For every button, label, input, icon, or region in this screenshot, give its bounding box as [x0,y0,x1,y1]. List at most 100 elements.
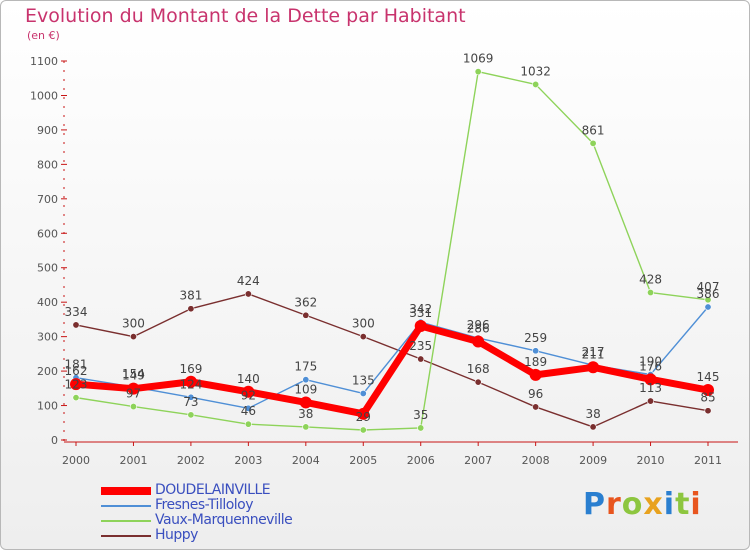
data-label: 296 [467,318,490,332]
x-tick-label: 2009 [579,454,607,467]
data-label: 861 [582,123,605,137]
x-tick-label: 2006 [407,454,435,467]
data-point [704,296,712,304]
data-point [417,355,425,363]
data-point [244,420,252,428]
data-label: 334 [65,305,88,319]
brand-letter: t [675,487,691,522]
data-label: 176 [639,359,662,373]
data-point [244,290,252,298]
chart-subtitle: (en €) [27,29,60,42]
series-line-vaux-marquenneville [75,70,709,431]
data-point [359,389,367,397]
data-label: 300 [352,317,375,331]
data-point [127,382,140,395]
legend-label: Huppy [155,527,198,543]
data-label: 96 [528,387,543,401]
data-point [302,423,310,431]
y-tick-label: 500 [37,262,58,275]
data-label: 149 [122,369,145,383]
data-label: 113 [639,381,662,395]
data-label: 190 [639,355,662,369]
data-point [302,311,310,319]
data-point [302,376,310,384]
x-tick-label: 2008 [522,454,550,467]
data-label: 135 [352,373,375,387]
data-point [187,393,195,401]
data-point [472,335,485,348]
data-point [702,384,714,397]
data-point [417,424,425,432]
y-tick-label: 300 [37,331,58,344]
x-tick-label: 2001 [119,454,147,467]
data-label: 217 [582,345,605,359]
data-point [704,407,712,415]
data-point [357,407,370,420]
data-label: 29 [356,410,371,424]
data-point [644,373,657,386]
data-point [359,333,367,341]
data-point [359,426,367,434]
y-tick-label: 600 [37,227,58,240]
data-point [242,385,255,398]
data-label: 424 [237,274,260,288]
data-label: 331 [409,306,432,320]
data-point [647,397,655,405]
data-label: 92 [241,388,256,402]
data-point [187,305,195,313]
y-tick-label: 1100 [30,55,58,68]
data-label: 169 [179,362,202,376]
data-point [587,361,600,374]
y-tick-label: 0 [51,434,58,447]
y-tick-label: 400 [37,296,58,309]
data-point [299,396,312,409]
data-label: 124 [179,377,202,391]
data-label: 381 [179,289,202,303]
data-point [532,403,540,411]
legend-swatch [101,505,151,507]
y-tick-label: 100 [37,400,58,413]
data-point [589,423,597,431]
data-point [187,411,195,419]
data-label: 342 [409,302,432,316]
data-label: 162 [65,364,88,378]
brand-letter: o [621,487,644,522]
brand-letter: i [663,487,676,522]
x-tick-label: 2007 [464,454,492,467]
legend-label: Vaux-Marquenneville [155,512,293,528]
legend-swatch [101,535,151,537]
chart-title: Evolution du Montant de la Dette par Hab… [25,5,466,27]
data-label: 73 [183,395,198,409]
data-label: 145 [697,370,720,384]
y-tick-label: 700 [37,193,58,206]
data-point [704,303,712,311]
data-point [184,375,197,388]
data-label: 362 [294,295,317,309]
data-label: 168 [467,362,490,376]
y-tick-label: 800 [37,158,58,171]
data-point [414,319,427,332]
y-tick-label: 1000 [30,89,58,102]
brand-letter: r [606,487,622,522]
data-point [532,80,540,88]
data-label: 38 [298,407,313,421]
data-label: 259 [524,331,547,345]
x-tick-label: 2004 [292,454,320,467]
data-point [72,394,80,402]
data-label: 235 [409,339,432,353]
y-tick-label: 200 [37,365,58,378]
x-tick-label: 2010 [637,454,665,467]
data-point [474,68,482,76]
data-label: 38 [585,407,600,421]
x-tick-label: 2000 [62,454,90,467]
data-label: 189 [524,355,547,369]
series-line-huppy [75,293,709,428]
data-label: 181 [65,358,88,372]
data-point [529,368,542,381]
data-label: 1032 [520,64,551,78]
brand-letter: P [583,487,606,522]
legend-swatch [101,520,151,522]
data-label: 35 [413,408,428,422]
data-label: 175 [294,360,317,374]
